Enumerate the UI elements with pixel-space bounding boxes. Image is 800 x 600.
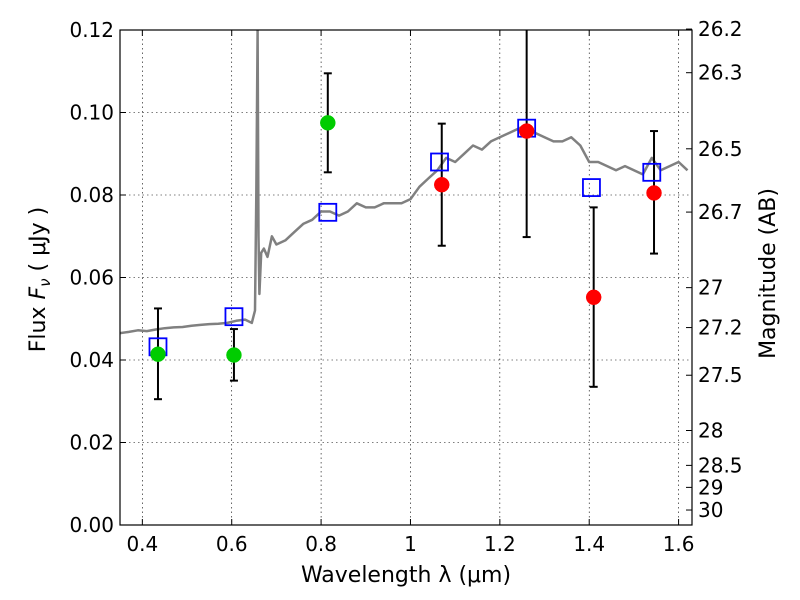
- y-tick-label: 0.12: [69, 18, 114, 42]
- x-tick-label: 1.2: [484, 532, 516, 556]
- y-axis-label-prefix: Flux: [26, 299, 51, 352]
- y2-tick-label: 28.5: [698, 453, 743, 477]
- x-tick-label: 1: [404, 532, 417, 556]
- y2-tick-label: 27: [698, 276, 723, 300]
- y2-tick-label: 27.5: [698, 363, 743, 387]
- tick-labels: 0.4 0.6 0.8 1 1.2 1.4 1.6 0.00 0.02 0.04 0.06 0.08 0…: [69, 17, 742, 556]
- y2-tick-label: 26.5: [698, 137, 743, 161]
- tick-marks: [120, 28, 692, 526]
- y-tick-label: 0.10: [69, 101, 114, 125]
- model-photometry-square: [318, 202, 338, 222]
- observed-point: [320, 115, 336, 131]
- observed-point: [585, 289, 602, 306]
- y-tick-label: 0.02: [69, 431, 114, 455]
- y2-tick-label: 26.7: [698, 200, 743, 224]
- x-tick-label: 0.4: [126, 532, 158, 556]
- x-tick-label: 0.8: [305, 532, 337, 556]
- observed-point: [518, 123, 535, 139]
- y2-tick-label: 26.2: [698, 17, 743, 41]
- y-tick-label: 0.04: [69, 348, 114, 372]
- spectrum-layer: [120, 30, 689, 335]
- x-tick-label: 1.6: [663, 532, 695, 556]
- model-photometry-square: [582, 178, 601, 197]
- y-axis-label: Flux Fν ( μJy ): [26, 207, 54, 352]
- marker-layer: [148, 115, 662, 363]
- y2-tick-label: 26.3: [698, 61, 743, 85]
- observed-point: [150, 346, 166, 362]
- model-photometry-square: [642, 162, 662, 182]
- y-axis-label-symbol: F: [26, 286, 51, 299]
- secondary-y-axis-label: Magnitude (AB): [756, 188, 781, 359]
- spectrum-line: [120, 30, 689, 335]
- grid-lines: [120, 30, 692, 525]
- y2-tick-label: 28: [698, 419, 723, 443]
- observed-point: [646, 185, 662, 201]
- y2-tick-label: 29: [698, 475, 723, 499]
- errorbar-layer: [153, 30, 659, 401]
- y-tick-label: 0.00: [69, 513, 114, 537]
- x-tick-label: 1.4: [573, 532, 605, 556]
- y-tick-label: 0.06: [69, 266, 114, 290]
- model-photometry-square: [224, 307, 244, 327]
- y2-tick-label: 27.2: [698, 316, 743, 340]
- x-axis-label: Wavelength λ (μm): [301, 563, 511, 588]
- model-photometry-square: [430, 152, 449, 172]
- observed-point: [434, 176, 450, 193]
- y-axis-label-subscript: ν: [36, 278, 54, 286]
- x-tick-label: 0.6: [216, 532, 248, 556]
- y2-tick-label: 30: [698, 498, 723, 522]
- observed-point: [226, 347, 242, 363]
- y-tick-label: 0.08: [69, 183, 114, 207]
- y-axis-label-suffix: ( μJy ): [26, 207, 51, 279]
